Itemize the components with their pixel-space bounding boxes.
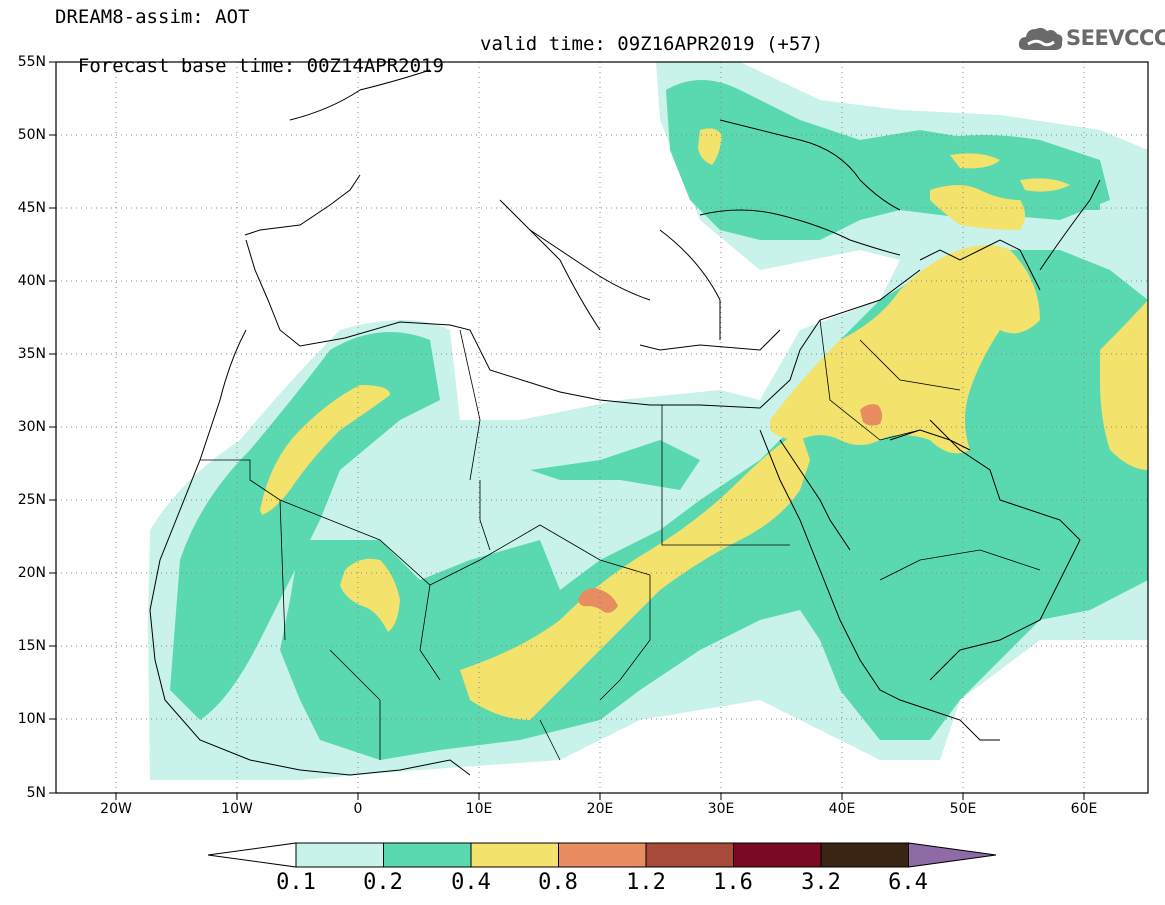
- country-borders: [200, 319, 1041, 761]
- logo-text: SEEVCCC: [1066, 26, 1165, 50]
- lat-label: 45N: [17, 200, 46, 216]
- lon-label: 20E: [586, 801, 614, 817]
- coastlines: [149, 69, 1101, 776]
- colorbar-box: [295, 842, 384, 868]
- lon-label: 10E: [465, 801, 493, 817]
- colorbar-box: [470, 842, 559, 868]
- cloud-icon: [1018, 27, 1063, 50]
- lon-label: 40E: [828, 801, 856, 817]
- lat-label: 35N: [17, 346, 46, 362]
- colorbar-label: 6.4: [888, 870, 928, 895]
- forecast-times: Forecast base time: 00Z14APR2019 valid t…: [55, 33, 823, 99]
- seevccc-logo: SEEVCCC: [1016, 22, 1165, 58]
- lat-label: 50N: [17, 127, 46, 143]
- lat-label: 55N: [17, 54, 46, 70]
- colorbar-label: 0.8: [538, 870, 578, 895]
- lat-label: 25N: [17, 492, 46, 508]
- map-title: DREAM8-assim: AOT: [55, 6, 250, 28]
- colorbar-label: 1.6: [713, 870, 753, 895]
- colorbar-box: [820, 842, 909, 868]
- axis-ticks: [49, 61, 1085, 800]
- colorbar-box: [383, 842, 472, 868]
- colorbar-box: [558, 842, 647, 868]
- lat-label: 15N: [17, 638, 46, 654]
- base-time-label: Forecast base time: 00Z14APR2019: [77, 55, 444, 77]
- lat-label: 20N: [17, 565, 46, 581]
- lat-label: 10N: [17, 711, 46, 727]
- aot-field-0.8: [578, 404, 883, 613]
- lat-label: 30N: [17, 419, 46, 435]
- colorbar-box: [733, 842, 822, 868]
- lon-label: 20W: [100, 801, 132, 817]
- dust-fields: [148, 62, 1148, 780]
- colorbar-label: 0.2: [363, 870, 403, 895]
- lat-label: 40N: [17, 273, 46, 289]
- lat-label: 5N: [26, 785, 46, 801]
- colorbar-over-arrow: [908, 842, 997, 868]
- colorbar-label: 0.1: [276, 870, 316, 895]
- lon-label: 50E: [949, 801, 977, 817]
- colorbar-label: 1.2: [626, 870, 666, 895]
- colorbar: [207, 842, 997, 868]
- lon-label: 10W: [221, 801, 253, 817]
- colorbar-label: 0.4: [451, 870, 491, 895]
- colorbar-label: 3.2: [801, 870, 841, 895]
- colorbar-box: [645, 842, 734, 868]
- colorbar-under-arrow: [207, 842, 297, 868]
- lon-label: 60E: [1070, 801, 1098, 817]
- lon-label: 30E: [707, 801, 735, 817]
- valid-time-label: valid time: 09Z16APR2019 (+57): [480, 33, 824, 55]
- lon-label: 0: [353, 801, 363, 817]
